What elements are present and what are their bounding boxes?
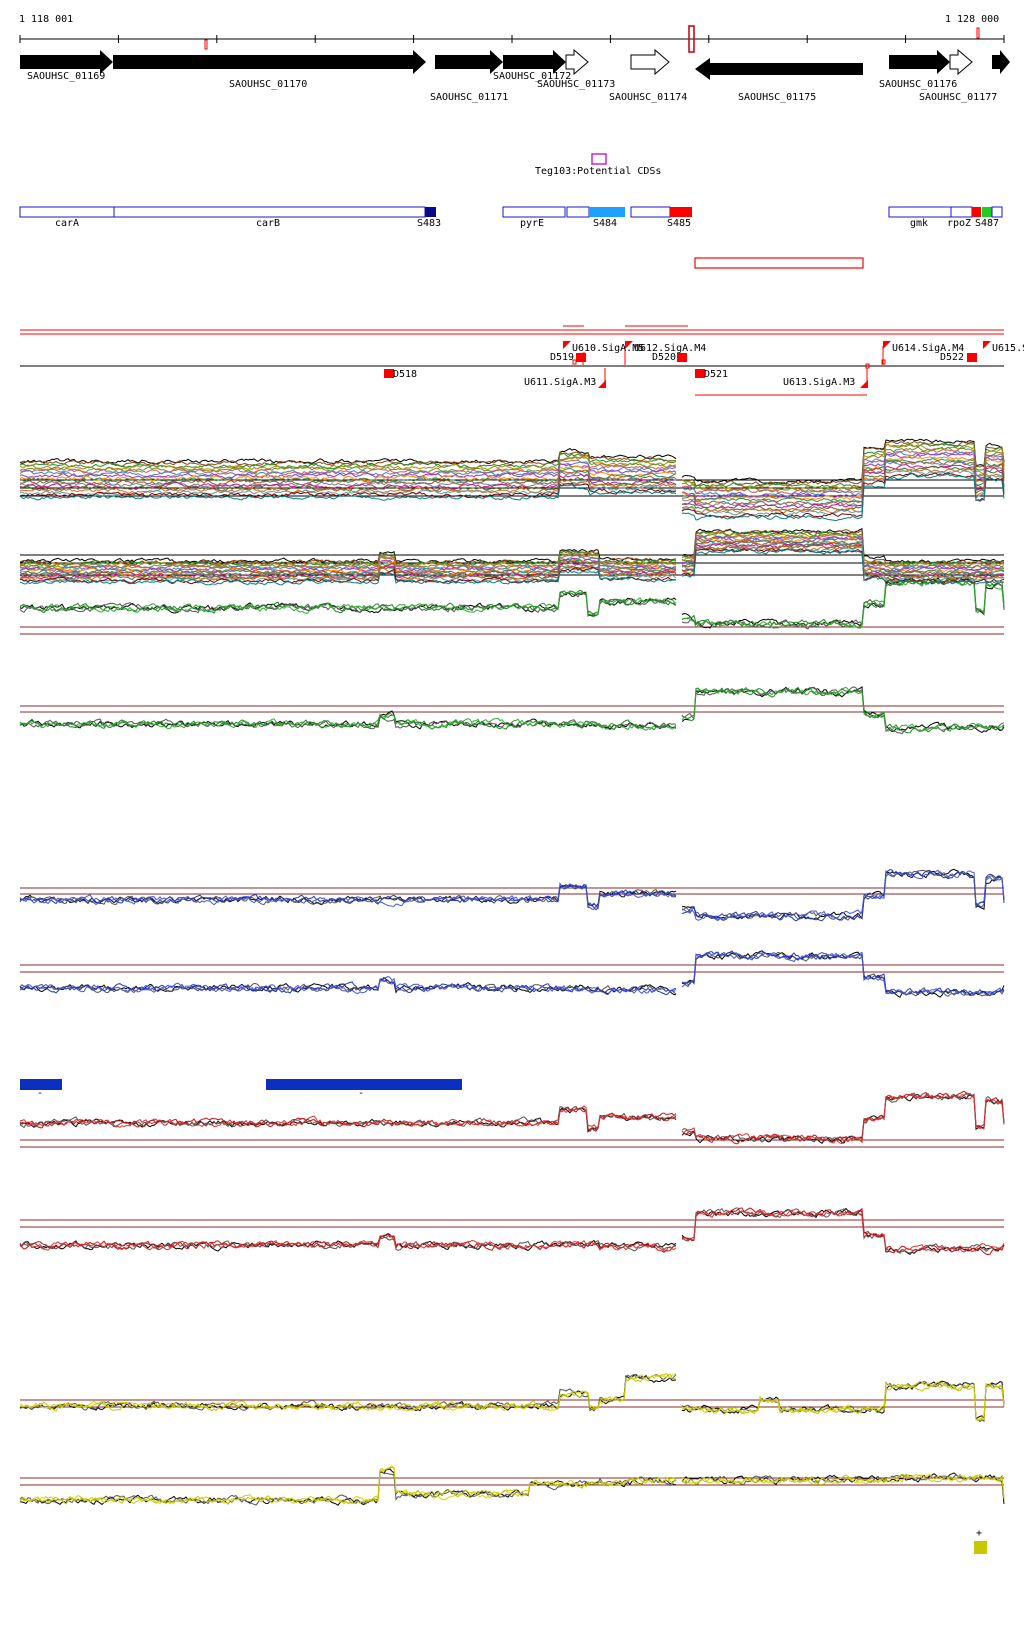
coordinate-ruler	[19, 25, 1005, 53]
annotation-label: S485	[667, 218, 692, 229]
gene-label: SAOUHSC_01170	[229, 79, 308, 90]
gene-label: SAOUHSC_01172	[493, 71, 572, 82]
annotation-label: gmk	[910, 218, 929, 229]
segment-label: D521	[704, 369, 729, 380]
segment-label: D520	[652, 352, 677, 363]
expression-bundle	[19, 527, 1005, 586]
expression-profile	[19, 448, 1005, 495]
potential-cds-box	[591, 153, 607, 165]
gene-arrow	[889, 50, 950, 74]
expression-profile	[19, 1373, 1005, 1423]
gene-label: SAOUHSC_01173	[537, 79, 616, 90]
annotation-label: S484	[593, 218, 618, 229]
expression-track	[19, 950, 1005, 998]
gene-arrow	[695, 58, 863, 80]
gene-track	[20, 48, 1010, 80]
gene-label: SAOUHSC_01175	[738, 92, 817, 103]
annotation-label: carB	[256, 218, 281, 229]
expression-track	[19, 868, 1005, 922]
annotation-label: rpoZ	[947, 218, 972, 229]
expression-profile	[19, 438, 1005, 485]
promoter-label: U612.SigA.M4	[634, 343, 707, 354]
olive-square	[974, 1541, 987, 1554]
expression-profile	[19, 548, 1005, 586]
expression-profile	[19, 1466, 1005, 1505]
expression-profile	[19, 454, 1005, 502]
gene-arrow	[435, 50, 503, 74]
promoter-label: U610.SigA.M5	[572, 343, 645, 354]
expression-track	[19, 576, 1005, 635]
expression-profile	[19, 452, 1005, 500]
expression-profile	[19, 458, 1005, 503]
minus-mark: -	[37, 1088, 44, 1099]
annotation-track	[19, 206, 1003, 218]
expression-track	[19, 1090, 1005, 1148]
coord-end: 1 128 000	[945, 14, 1000, 25]
gene-arrow	[20, 50, 113, 74]
promoter-label: U614.SigA.M4	[892, 343, 965, 354]
gene-arrow	[113, 50, 426, 74]
expression-profile	[19, 531, 1005, 568]
potential-cds-label: Teg103:Potential CDSs	[535, 166, 662, 177]
annotation-label: carA	[55, 218, 80, 229]
expression-profile	[19, 1092, 1005, 1143]
expression-profile	[19, 686, 1005, 735]
plus-mark: +	[976, 1528, 983, 1539]
promoter-label: U615.S	[992, 343, 1024, 354]
expression-profile	[20, 1092, 1005, 1145]
gene-arrow	[630, 48, 670, 76]
expression-profile	[19, 1207, 1005, 1256]
expression-profile	[19, 950, 1005, 996]
expression-profile	[19, 545, 1005, 584]
expression-profile	[19, 1372, 1005, 1421]
region-box	[694, 257, 864, 269]
expression-profile	[20, 460, 1005, 505]
segment-label: D519	[550, 352, 575, 363]
segment-label: D518	[393, 369, 418, 380]
expression-bundle	[19, 438, 1005, 522]
expression-profile	[19, 577, 1005, 630]
expression-track	[19, 1465, 1005, 1506]
expression-profile	[19, 1090, 1005, 1145]
gene-label: SAOUHSC_01177	[919, 92, 998, 103]
promoter-label: U613.SigA.M3	[783, 377, 856, 388]
expression-profile	[19, 686, 1005, 734]
expression-track	[19, 685, 1005, 735]
expression-profile	[19, 460, 1005, 507]
expression-profile	[19, 440, 1005, 487]
expression-profile	[19, 869, 1005, 921]
annotation-label: S487	[975, 218, 1000, 229]
gene-label: SAOUHSC_01174	[609, 92, 688, 103]
gene-label: SAOUHSC_01169	[27, 71, 106, 82]
blue-bars	[20, 1079, 462, 1090]
annotation-label: S483	[417, 218, 442, 229]
expression-profile	[19, 1094, 1005, 1144]
expression-profile	[19, 442, 1005, 488]
gene-arrow	[503, 50, 566, 74]
coord-start: 1 118 001	[19, 14, 74, 25]
expression-track	[19, 1372, 1005, 1423]
expression-profile	[19, 1209, 1005, 1254]
segment-label: D522	[940, 352, 965, 363]
expression-profile	[19, 473, 1005, 522]
expression-profile	[20, 576, 1005, 629]
expression-profile	[19, 686, 1005, 733]
expression-profile	[19, 1207, 1005, 1256]
gene-arrow	[992, 50, 1010, 74]
gene-arrow	[565, 48, 589, 76]
gene-arrow	[949, 48, 973, 76]
expression-profile	[19, 468, 1005, 514]
promoter-label: U611.SigA.M3	[524, 377, 597, 388]
annotation-label: pyrE	[520, 218, 545, 229]
gene-label: SAOUHSC_01171	[430, 92, 509, 103]
expression-profile	[19, 951, 1005, 997]
expression-track	[19, 1207, 1005, 1256]
gene-label: SAOUHSC_01176	[879, 79, 958, 90]
segmentation-track	[20, 325, 1004, 396]
minus-mark: -	[358, 1088, 365, 1099]
